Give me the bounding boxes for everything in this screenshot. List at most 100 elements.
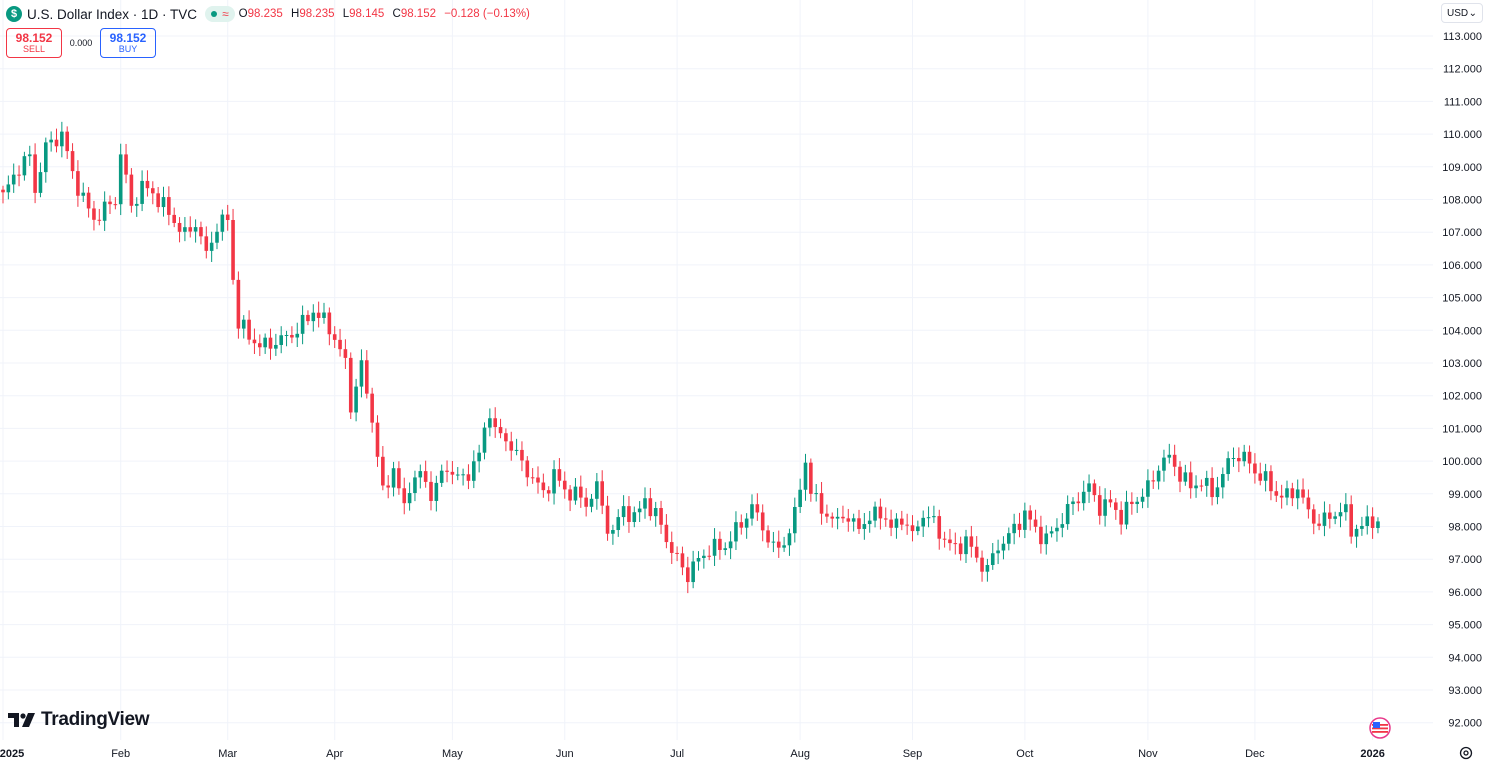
candle-body: [370, 393, 374, 423]
candle-body: [70, 151, 75, 172]
candle-body: [1258, 473, 1263, 481]
us-flag-icon[interactable]: [1369, 717, 1391, 739]
candle-body: [760, 512, 765, 531]
candle-body: [1365, 516, 1370, 526]
candle-body: [755, 504, 760, 513]
dollar-symbol-icon[interactable]: $: [6, 6, 22, 22]
candle-body: [1263, 471, 1268, 481]
candle-body: [659, 508, 663, 525]
candle-body: [290, 334, 294, 338]
x-tick-label: Oct: [1016, 748, 1033, 760]
candle-body: [65, 131, 69, 152]
candle-body: [161, 197, 166, 208]
gear-icon[interactable]: [1458, 745, 1474, 761]
candle-body: [996, 550, 1000, 554]
x-tick-label: Jun: [556, 748, 574, 760]
candle-body: [776, 541, 781, 548]
candle-body: [1162, 457, 1166, 471]
candle-body: [1055, 527, 1059, 532]
candle-body: [156, 193, 160, 208]
trade-panel: 98.152 SELL 0.000 98.152 BUY: [6, 28, 156, 58]
candle-body: [1017, 523, 1022, 530]
candle-body: [520, 449, 524, 461]
chart-grid: [0, 0, 1433, 740]
candle-body: [1114, 502, 1118, 510]
y-tick-label: 106.000: [1442, 260, 1482, 272]
candle-body: [686, 567, 690, 583]
candle-body: [1199, 485, 1204, 487]
candle-body: [1306, 497, 1311, 510]
candle-body: [627, 506, 631, 522]
sell-price: 98.152: [15, 30, 53, 45]
candle-body: [1188, 472, 1193, 489]
candle-body: [434, 482, 439, 501]
tradingview-logo[interactable]: TradingView: [8, 709, 150, 731]
y-tick-label: 104.000: [1442, 325, 1482, 337]
candle-body: [1001, 543, 1006, 551]
close-value: 98.152: [400, 8, 436, 20]
candle-body: [429, 481, 433, 501]
candle-body: [958, 543, 963, 555]
candle-body: [167, 197, 171, 215]
chevron-down-icon: ⌄: [1468, 7, 1477, 19]
buy-button[interactable]: 98.152 BUY: [100, 28, 156, 58]
candle-body: [1172, 454, 1177, 467]
candle-body: [86, 192, 91, 209]
candle-body: [1322, 512, 1327, 526]
candle-body: [680, 553, 685, 568]
market-status-pill[interactable]: ≈: [205, 6, 235, 22]
candle-body: [199, 227, 203, 237]
candle-body: [1060, 524, 1065, 528]
candle-body: [1370, 516, 1375, 528]
y-tick-label: 113.000: [1443, 31, 1482, 43]
candle-body: [926, 517, 931, 519]
candle-body: [1146, 480, 1150, 497]
y-tick-label: 101.000: [1442, 423, 1482, 435]
candle-body: [407, 493, 412, 504]
candle-body: [525, 460, 530, 478]
candle-body: [541, 482, 546, 491]
candle-body: [696, 557, 701, 562]
candle-body: [793, 506, 797, 534]
candle-body: [183, 227, 187, 232]
x-tick-label: Mar: [218, 748, 237, 760]
x-tick-label: Dec: [1245, 748, 1265, 760]
candle-body: [17, 174, 21, 176]
candle-body: [316, 312, 321, 318]
candle-body: [124, 154, 128, 175]
candle-body: [108, 201, 112, 205]
open-value: 98.235: [247, 8, 283, 20]
candle-body: [530, 477, 535, 479]
ohlc-values: O98.235 H98.235 L98.145 C98.152 −0.128 (…: [239, 8, 535, 20]
candle-body: [611, 530, 615, 534]
candle-body: [204, 236, 209, 251]
candle-body: [509, 441, 514, 451]
y-tick-label: 103.000: [1442, 358, 1482, 370]
sell-button[interactable]: 98.152 SELL: [6, 28, 62, 58]
candle-body: [942, 538, 947, 540]
candle-body: [391, 468, 396, 488]
y-tick-label: 108.000: [1442, 195, 1482, 207]
candle-body: [1269, 471, 1273, 492]
candle-body: [1301, 489, 1305, 498]
currency-select[interactable]: USD ⌄: [1441, 3, 1483, 23]
x-tick-label: Apr: [326, 748, 343, 760]
candle-body: [964, 536, 968, 555]
x-tick-label: Nov: [1138, 748, 1158, 760]
candle-body: [819, 493, 824, 514]
sell-label: SELL: [22, 43, 46, 54]
candle-body: [744, 518, 749, 528]
y-tick-label: 95.000: [1448, 620, 1482, 632]
candle-body: [1178, 466, 1182, 482]
candle-body: [6, 184, 11, 193]
candle-body: [814, 493, 818, 495]
candle-body: [980, 557, 984, 572]
candle-body: [413, 477, 417, 494]
symbol-title[interactable]: U.S. Dollar Index · 1D · TVC: [27, 6, 198, 22]
candle-body: [1130, 501, 1134, 505]
candle-body: [798, 489, 802, 507]
y-tick-label: 105.000: [1442, 293, 1482, 305]
change-value: −0.128 (−0.13%): [444, 8, 530, 20]
candle-body: [910, 525, 915, 532]
